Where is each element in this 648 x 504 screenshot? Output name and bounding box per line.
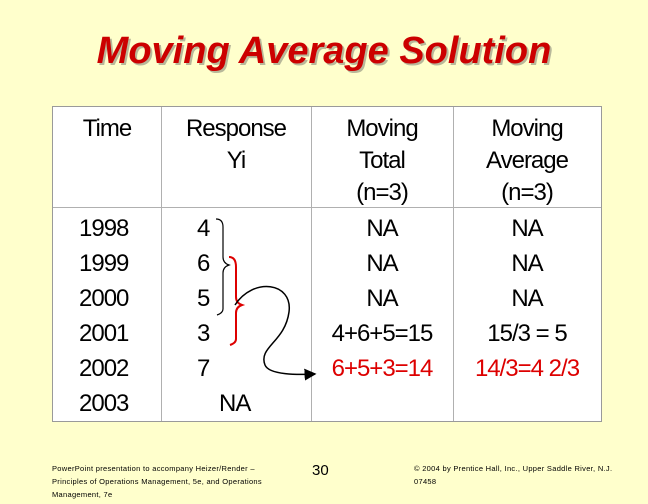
cell-response: 6 bbox=[197, 250, 210, 277]
header-total-line1: Moving bbox=[346, 115, 418, 142]
data-table: Time Response Yi Moving Total (n=3) Movi… bbox=[52, 106, 602, 422]
footer-credit: PowerPoint presentation to accompany Hei… bbox=[52, 464, 262, 499]
header-average-line3: (n=3) bbox=[501, 179, 554, 206]
page-number: 30 bbox=[312, 462, 329, 479]
slide-title: Moving Average Solution bbox=[96, 30, 552, 72]
column-divider bbox=[311, 107, 312, 421]
brace-red bbox=[228, 256, 246, 346]
header-response-line2: Yi bbox=[226, 147, 246, 174]
cell-response: 5 bbox=[197, 285, 210, 312]
connector-line bbox=[234, 285, 317, 381]
cell-average: 15/3 = 5 bbox=[487, 320, 567, 347]
cell-time: 2003 bbox=[79, 390, 129, 417]
cell-time: 2000 bbox=[79, 285, 129, 312]
cell-response: NA bbox=[219, 390, 251, 417]
cell-response: 3 bbox=[197, 320, 210, 347]
column-divider bbox=[161, 107, 162, 421]
header-time: Time bbox=[82, 115, 132, 142]
cell-total: NA bbox=[366, 215, 398, 242]
cell-total: NA bbox=[366, 250, 398, 277]
cell-response: 7 bbox=[197, 355, 210, 382]
cell-average: NA bbox=[511, 250, 543, 277]
footer-copyright: © 2004 by Prentice Hall, Inc., Upper Sad… bbox=[414, 464, 613, 486]
cell-time: 2001 bbox=[79, 320, 129, 347]
brace-black bbox=[215, 218, 231, 316]
cell-response: 4 bbox=[197, 215, 210, 242]
cell-total: NA bbox=[366, 285, 398, 312]
header-response-line1: Response bbox=[185, 115, 287, 142]
cell-average: NA bbox=[511, 215, 543, 242]
header-total-line3: (n=3) bbox=[356, 179, 409, 206]
cell-average: NA bbox=[511, 285, 543, 312]
cell-time: 2002 bbox=[79, 355, 129, 382]
column-divider bbox=[453, 107, 454, 421]
cell-total-highlighted: 6+5+3=14 bbox=[331, 355, 434, 382]
header-divider bbox=[53, 207, 601, 208]
cell-total: 4+6+5=15 bbox=[331, 320, 434, 347]
cell-time: 1999 bbox=[79, 250, 129, 277]
header-average-line1: Moving bbox=[491, 115, 563, 142]
cell-average-highlighted: 14/3=4 2/3 bbox=[474, 355, 580, 382]
cell-time: 1998 bbox=[79, 215, 129, 242]
header-total-line2: Total bbox=[359, 147, 406, 174]
annotation-overlay bbox=[215, 218, 317, 381]
header-average-line2: Average bbox=[486, 147, 569, 174]
